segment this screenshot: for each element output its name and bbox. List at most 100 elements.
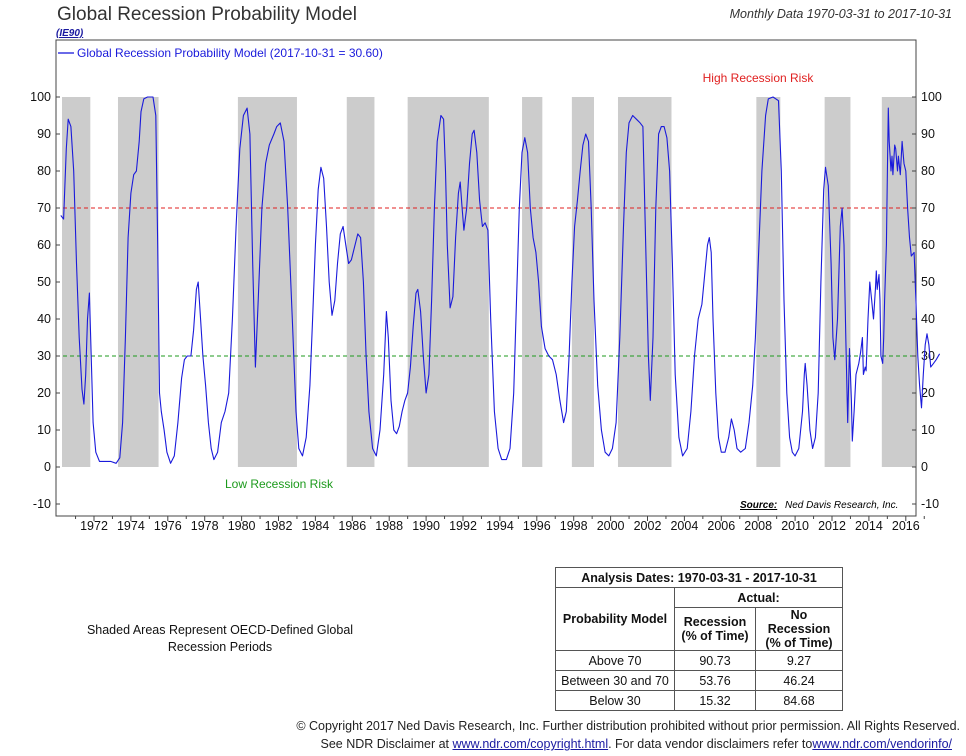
x-tick-label: 1988 bbox=[375, 519, 403, 533]
recession-period bbox=[824, 97, 851, 467]
x-tick-label: 1994 bbox=[486, 519, 514, 533]
low-risk-label: Low Recession Risk bbox=[225, 477, 334, 491]
y-tick-label: -10 bbox=[921, 497, 939, 511]
x-tick-label: 1992 bbox=[449, 519, 477, 533]
y-tick-label: 20 bbox=[921, 386, 935, 400]
y-tick-label: 30 bbox=[37, 349, 51, 363]
x-tick-label: 1982 bbox=[265, 519, 293, 533]
x-tick-label: 1978 bbox=[191, 519, 219, 533]
source-label: Source: bbox=[740, 500, 777, 511]
disclaimer-text: See NDR Disclaimer at www.ndr.com/copyri… bbox=[321, 737, 953, 751]
no-recession-col-header: No Recession (% of Time) bbox=[755, 607, 843, 651]
y-tick-label: -10 bbox=[33, 497, 51, 511]
x-tick-label: 2010 bbox=[781, 519, 809, 533]
series-line bbox=[60, 96, 941, 464]
x-axis-ticks: 1972 1974 1976 1978 1980 1982 1984 1986 1988 1990… bbox=[75, 516, 925, 533]
plot-border bbox=[55, 39, 917, 517]
date-range: Monthly Data 1970-03-31 to 2017-10-31 bbox=[729, 7, 952, 21]
copyright-link[interactable]: www.ndr.com/copyright.html bbox=[452, 737, 609, 751]
series-group bbox=[60, 96, 941, 464]
recession-period bbox=[756, 97, 781, 467]
recession-period bbox=[881, 97, 916, 467]
reference-lines bbox=[56, 207, 916, 357]
no-recession-value: 46.24 bbox=[755, 670, 843, 691]
shading-note: Shaded Areas Represent OECD-Defined Glob… bbox=[86, 623, 354, 654]
vendorinfo-link[interactable]: www.ndr.com/vendorinfo/ bbox=[812, 737, 952, 751]
recession-col-header: Recession (% of Time) bbox=[674, 607, 756, 651]
recession-period bbox=[62, 97, 91, 467]
recession-period bbox=[237, 97, 297, 467]
y-tick-label: 0 bbox=[921, 460, 928, 474]
x-tick-label: 2002 bbox=[634, 519, 662, 533]
y-tick-label: 0 bbox=[44, 460, 51, 474]
recession-value: 90.73 bbox=[674, 650, 756, 671]
x-tick-label: 1976 bbox=[154, 519, 182, 533]
table-row: Above 70 90.73 9.27 bbox=[555, 650, 843, 671]
x-tick-label: 1990 bbox=[412, 519, 440, 533]
x-tick-label: 1996 bbox=[523, 519, 551, 533]
recession-period bbox=[346, 97, 375, 467]
y-tick-label: 40 bbox=[37, 312, 51, 326]
recession-period bbox=[571, 97, 594, 467]
y-tick-label: 90 bbox=[921, 127, 935, 141]
high-risk-label: High Recession Risk bbox=[703, 71, 815, 85]
x-tick-label: 2008 bbox=[744, 519, 772, 533]
probability-model-header: Probability Model bbox=[555, 587, 675, 651]
y-tick-label: 80 bbox=[37, 164, 51, 178]
x-tick-label: 2014 bbox=[855, 519, 883, 533]
y-tick-label: 100 bbox=[30, 90, 51, 104]
table-row: Below 30 15.32 84.68 bbox=[555, 690, 843, 711]
recession-period bbox=[117, 97, 159, 467]
y-tick-label: 20 bbox=[37, 386, 51, 400]
y-tick-label: 30 bbox=[921, 349, 935, 363]
source-value: Ned Davis Research, Inc. bbox=[785, 500, 898, 511]
row-label: Above 70 bbox=[555, 650, 675, 671]
analysis-dates: Analysis Dates: 1970-03-31 - 2017-10-31 bbox=[555, 567, 843, 588]
x-tick-label: 2006 bbox=[707, 519, 735, 533]
y-tick-label: 80 bbox=[921, 164, 935, 178]
y-tick-label: 50 bbox=[921, 275, 935, 289]
x-tick-label: 2016 bbox=[892, 519, 920, 533]
x-tick-label: 1974 bbox=[117, 519, 145, 533]
x-tick-label: 1986 bbox=[338, 519, 366, 533]
disclaimer-prefix: See NDR Disclaimer at bbox=[320, 737, 453, 751]
y-tick-label: 100 bbox=[921, 90, 942, 104]
x-tick-label: 2012 bbox=[818, 519, 846, 533]
recession-probability-chart: -10 -10 0 0 10 10 20 20 30 30 40 40 50 50 60 60 70 70 80 80… bbox=[30, 39, 942, 533]
no-recession-value: 84.68 bbox=[755, 690, 843, 711]
recession-period bbox=[522, 97, 543, 467]
y-tick-label: 10 bbox=[37, 423, 51, 437]
y-tick-label: 50 bbox=[37, 275, 51, 289]
copyright-text: © Copyright 2017 Ned Davis Research, Inc… bbox=[296, 719, 960, 733]
indicator-code: (IE90) bbox=[56, 28, 84, 39]
no-recession-value: 9.27 bbox=[755, 650, 843, 671]
disclaimer-mid: . For data vendor disclaimers refer to bbox=[608, 737, 813, 751]
legend: Global Recession Probability Model (2017… bbox=[58, 46, 383, 60]
y-tick-label: 90 bbox=[37, 127, 51, 141]
y-tick-label: 70 bbox=[37, 201, 51, 215]
plot-frame bbox=[55, 39, 917, 517]
actual-header: Actual: bbox=[674, 587, 843, 608]
chart-title: Global Recession Probability Model bbox=[57, 4, 357, 25]
y-tick-label: 60 bbox=[921, 238, 935, 252]
x-tick-label: 1980 bbox=[228, 519, 256, 533]
recession-value: 15.32 bbox=[674, 690, 756, 711]
x-tick-label: 2004 bbox=[670, 519, 698, 533]
table-row: Between 30 and 70 53.76 46.24 bbox=[555, 670, 843, 691]
row-label: Between 30 and 70 bbox=[555, 670, 675, 691]
y-tick-label: 60 bbox=[37, 238, 51, 252]
y-tick-label: 40 bbox=[921, 312, 935, 326]
x-tick-label: 2000 bbox=[597, 519, 625, 533]
recession-period bbox=[407, 97, 489, 467]
x-tick-label: 1984 bbox=[301, 519, 329, 533]
y-tick-label: 10 bbox=[921, 423, 935, 437]
row-label: Below 30 bbox=[555, 690, 675, 711]
recession-value: 53.76 bbox=[674, 670, 756, 691]
y-tick-label: 70 bbox=[921, 201, 935, 215]
stats-table: Analysis Dates: 1970-03-31 - 2017-10-31 … bbox=[555, 567, 843, 711]
x-tick-label: 1972 bbox=[80, 519, 108, 533]
recession-shading bbox=[62, 97, 916, 467]
recession-period bbox=[617, 97, 672, 467]
legend-label: Global Recession Probability Model (2017… bbox=[77, 46, 383, 60]
x-tick-label: 1998 bbox=[560, 519, 588, 533]
